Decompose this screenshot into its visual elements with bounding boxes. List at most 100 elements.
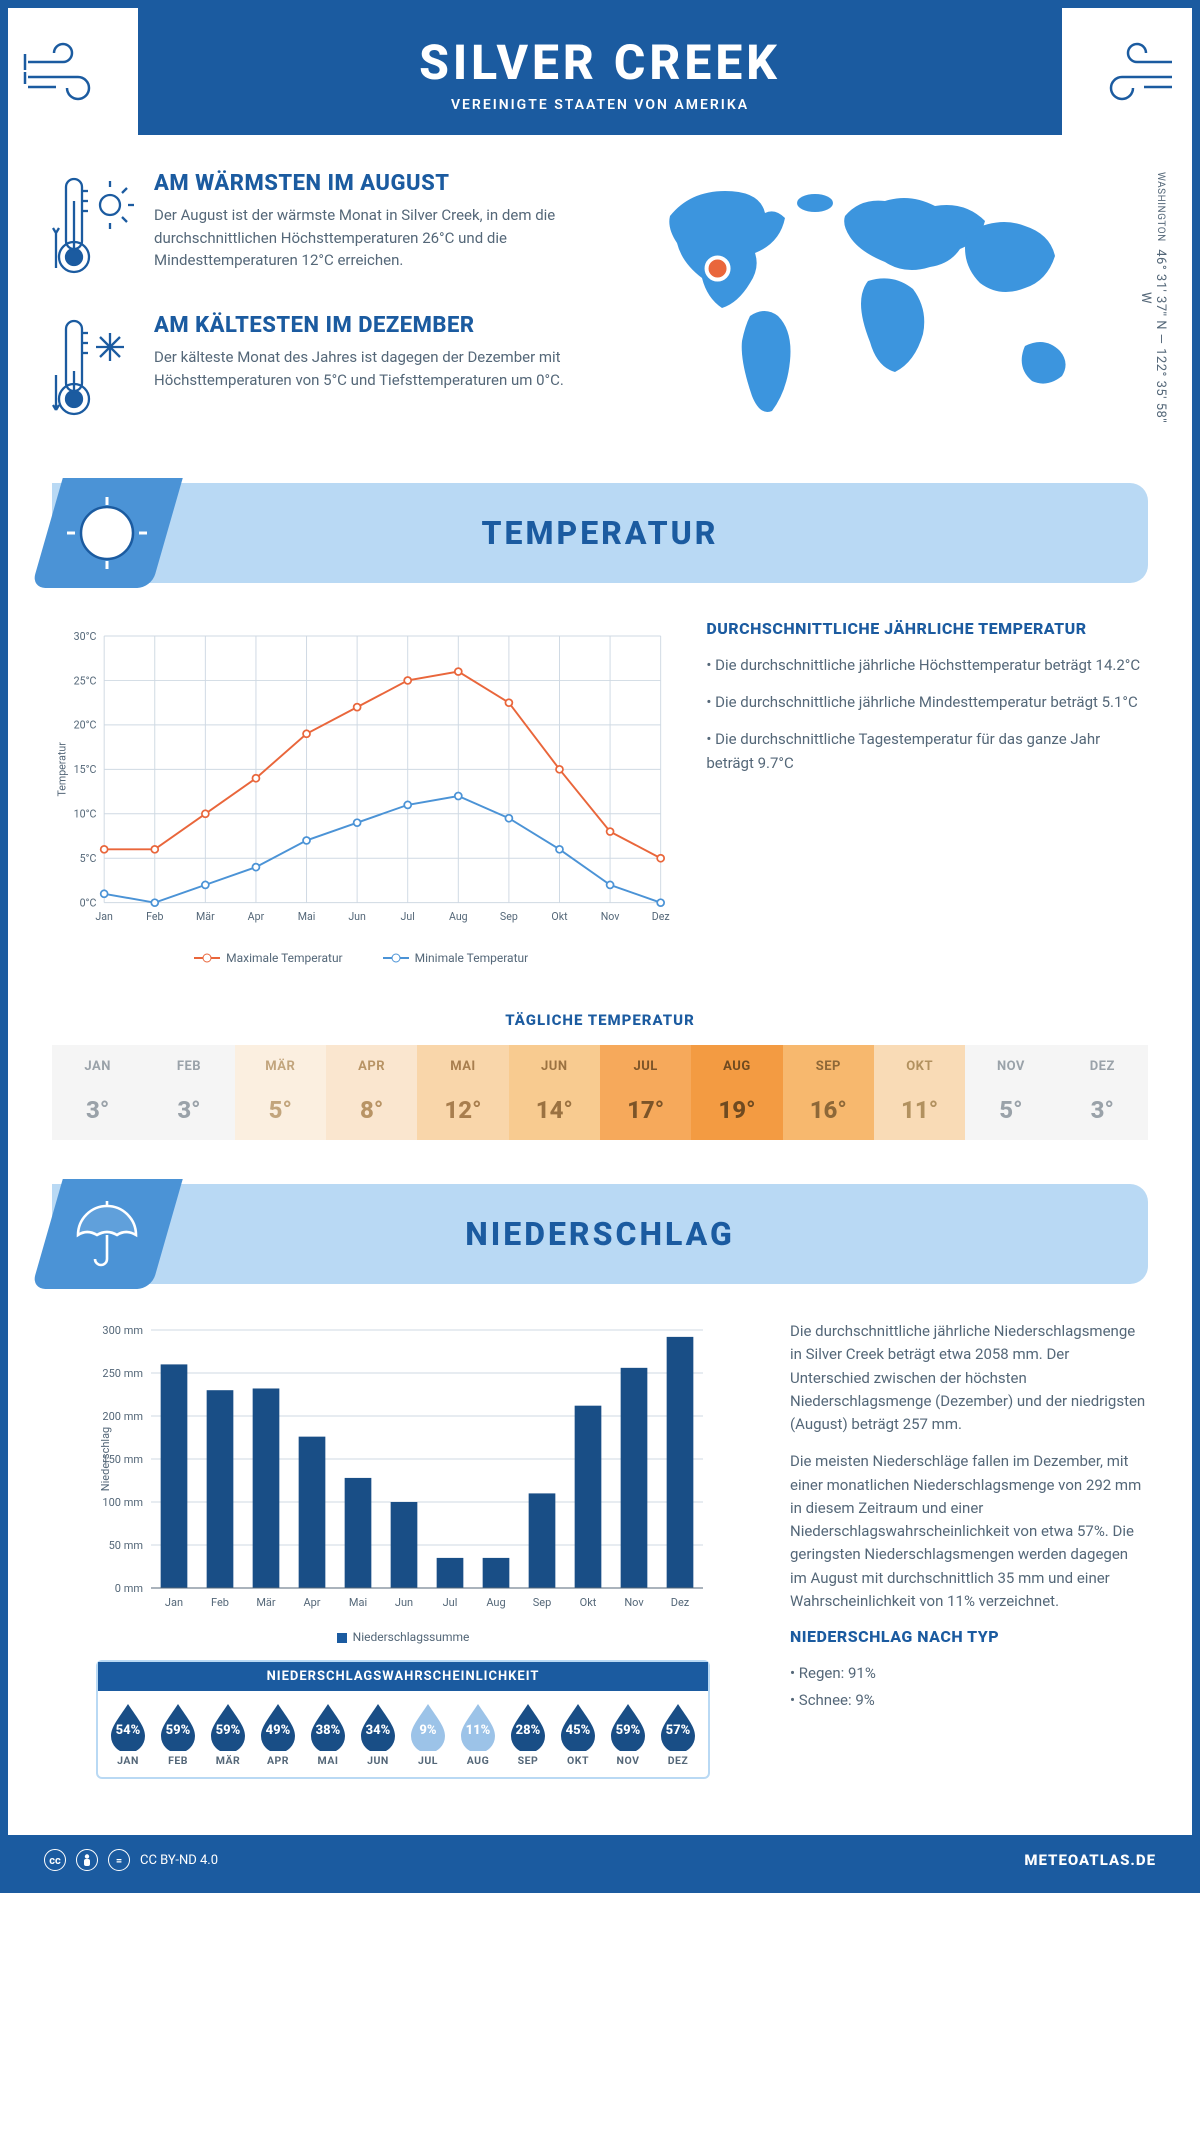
precip-summary: Die durchschnittliche jährliche Niedersc… [790, 1320, 1148, 1823]
svg-text:0 mm: 0 mm [115, 1582, 143, 1595]
header: SILVER CREEK VEREINIGTE STAATEN VON AMER… [8, 8, 1192, 135]
svg-text:Dez: Dez [671, 1596, 690, 1609]
probability-drop: 57%DEZ [654, 1701, 702, 1767]
page-title: SILVER CREEK [158, 34, 1042, 91]
fact-cold: AM KÄLTESTEN IM DEZEMBER Der kälteste Mo… [52, 313, 610, 427]
svg-text:15°C: 15°C [74, 763, 97, 776]
svg-text:Mär: Mär [196, 910, 215, 923]
precip-legend: Niederschlagssumme [52, 1630, 754, 1644]
svg-text:0°C: 0°C [80, 897, 97, 910]
svg-text:100 mm: 100 mm [102, 1496, 143, 1509]
svg-text:300 mm: 300 mm [102, 1324, 143, 1337]
svg-text:Okt: Okt [580, 1596, 597, 1609]
svg-text:Aug: Aug [486, 1596, 505, 1609]
probability-drop: 11%AUG [454, 1701, 502, 1767]
daily-cell: MÄR5° [235, 1045, 326, 1140]
cc-icon: cc [44, 1849, 66, 1871]
probability-drop: 34%JUN [354, 1701, 402, 1767]
probability-drop: 59%FEB [154, 1701, 202, 1767]
svg-text:Feb: Feb [211, 1596, 229, 1609]
temp-summary: DURCHSCHNITTLICHE JÄHRLICHE TEMPERATUR •… [706, 619, 1148, 965]
svg-text:20°C: 20°C [74, 719, 97, 732]
svg-text:Jul: Jul [443, 1596, 458, 1609]
precip-chart: 0 mm50 mm100 mm150 mm200 mm250 mm300 mmN… [52, 1320, 754, 1644]
svg-text:10°C: 10°C [74, 808, 97, 821]
svg-text:Jan: Jan [95, 910, 113, 923]
daily-cell: FEB3° [143, 1045, 234, 1140]
probability-drop: 28%SEP [504, 1701, 552, 1767]
svg-text:200 mm: 200 mm [102, 1410, 143, 1423]
nd-icon: = [108, 1849, 130, 1871]
svg-text:Apr: Apr [248, 910, 265, 923]
daily-cell: NOV5° [965, 1045, 1056, 1140]
probability-drop: 38%MAI [304, 1701, 352, 1767]
probability-drop: 45%OKT [554, 1701, 602, 1767]
daily-cell: MAI12° [417, 1045, 508, 1140]
svg-text:5°C: 5°C [80, 852, 97, 865]
daily-cell: AUG19° [691, 1045, 782, 1140]
daily-cell: JAN3° [52, 1045, 143, 1140]
svg-text:Nov: Nov [624, 1596, 644, 1609]
by-icon [76, 1849, 98, 1871]
svg-text:Mai: Mai [349, 1596, 367, 1609]
daily-heading: TÄGLICHE TEMPERATUR [8, 1011, 1192, 1029]
coordinates: WASHINGTON 46° 31' 37'' N — 122° 35' 58'… [1138, 171, 1168, 425]
page-subtitle: VEREINIGTE STAATEN VON AMERIKA [158, 97, 1042, 113]
fact-cold-title: AM KÄLTESTEN IM DEZEMBER [154, 313, 610, 338]
temp-chart: 0°C 5°C 10°C 15°C 20°C 25°C 30°C Jan Feb Mär Apr Ma… [52, 619, 670, 965]
precip-banner: NIEDERSCHLAG [52, 1184, 1148, 1284]
brand: METEOATLAS.DE [1024, 1851, 1156, 1869]
probability-box: NIEDERSCHLAGSWAHRSCHEINLICHKEIT 54%JAN59… [96, 1660, 710, 1779]
world-map: WASHINGTON 46° 31' 37'' N — 122° 35' 58'… [640, 171, 1148, 455]
svg-text:30°C: 30°C [74, 630, 97, 643]
daily-cell: OKT11° [874, 1045, 965, 1140]
thermometer-sun-icon [52, 171, 136, 285]
svg-text:Jan: Jan [165, 1596, 183, 1609]
probability-drop: 59%MÄR [204, 1701, 252, 1767]
sun-icon [31, 478, 183, 588]
svg-text:250 mm: 250 mm [102, 1367, 143, 1380]
probability-drop: 49%APR [254, 1701, 302, 1767]
temp-banner: TEMPERATUR [52, 483, 1148, 583]
svg-text:Sep: Sep [533, 1596, 552, 1609]
svg-text:Okt: Okt [551, 910, 568, 923]
svg-text:Jun: Jun [348, 910, 366, 923]
probability-drop: 54%JAN [104, 1701, 152, 1767]
svg-text:Temperatur: Temperatur [56, 742, 69, 797]
daily-cell: SEP16° [783, 1045, 874, 1140]
umbrella-icon [31, 1179, 183, 1289]
probability-drop: 9%JUL [404, 1701, 452, 1767]
daily-cell: APR8° [326, 1045, 417, 1140]
footer: cc = CC BY-ND 4.0 METEOATLAS.DE [8, 1835, 1192, 1885]
svg-text:Sep: Sep [500, 910, 518, 923]
wind-icon [8, 8, 138, 135]
svg-text:Mai: Mai [298, 910, 316, 923]
daily-cell: JUN14° [509, 1045, 600, 1140]
svg-text:Jul: Jul [401, 910, 415, 923]
wind-icon [1062, 8, 1192, 135]
probability-drop: 59%NOV [604, 1701, 652, 1767]
fact-warm-text: Der August ist der wärmste Monat in Silv… [154, 204, 610, 272]
daily-cell: JUL17° [600, 1045, 691, 1140]
fact-cold-text: Der kälteste Monat des Jahres ist dagege… [154, 346, 610, 391]
svg-text:Mär: Mär [256, 1596, 276, 1609]
temp-heading: TEMPERATUR [481, 514, 718, 552]
daily-cell: DEZ3° [1057, 1045, 1148, 1140]
svg-text:Niederschlag: Niederschlag [99, 1427, 112, 1491]
svg-text:50 mm: 50 mm [109, 1539, 143, 1552]
svg-text:Nov: Nov [601, 910, 620, 923]
fact-warm: AM WÄRMSTEN IM AUGUST Der August ist der… [52, 171, 610, 285]
svg-text:Dez: Dez [652, 910, 670, 923]
svg-text:Feb: Feb [146, 910, 163, 923]
temp-legend: Maximale Temperatur Minimale Temperatur [52, 951, 670, 965]
thermometer-snow-icon [52, 313, 136, 427]
info-row: AM WÄRMSTEN IM AUGUST Der August ist der… [8, 135, 1192, 483]
license-text: CC BY-ND 4.0 [140, 1853, 218, 1868]
svg-text:Apr: Apr [303, 1596, 320, 1609]
svg-text:Aug: Aug [449, 910, 468, 923]
fact-warm-title: AM WÄRMSTEN IM AUGUST [154, 171, 610, 196]
svg-text:Jun: Jun [395, 1596, 413, 1609]
precip-heading: NIEDERSCHLAG [465, 1215, 735, 1253]
svg-text:25°C: 25°C [74, 674, 97, 687]
daily-temp-strip: JAN3°FEB3°MÄR5°APR8°MAI12°JUN14°JUL17°AU… [52, 1045, 1148, 1140]
